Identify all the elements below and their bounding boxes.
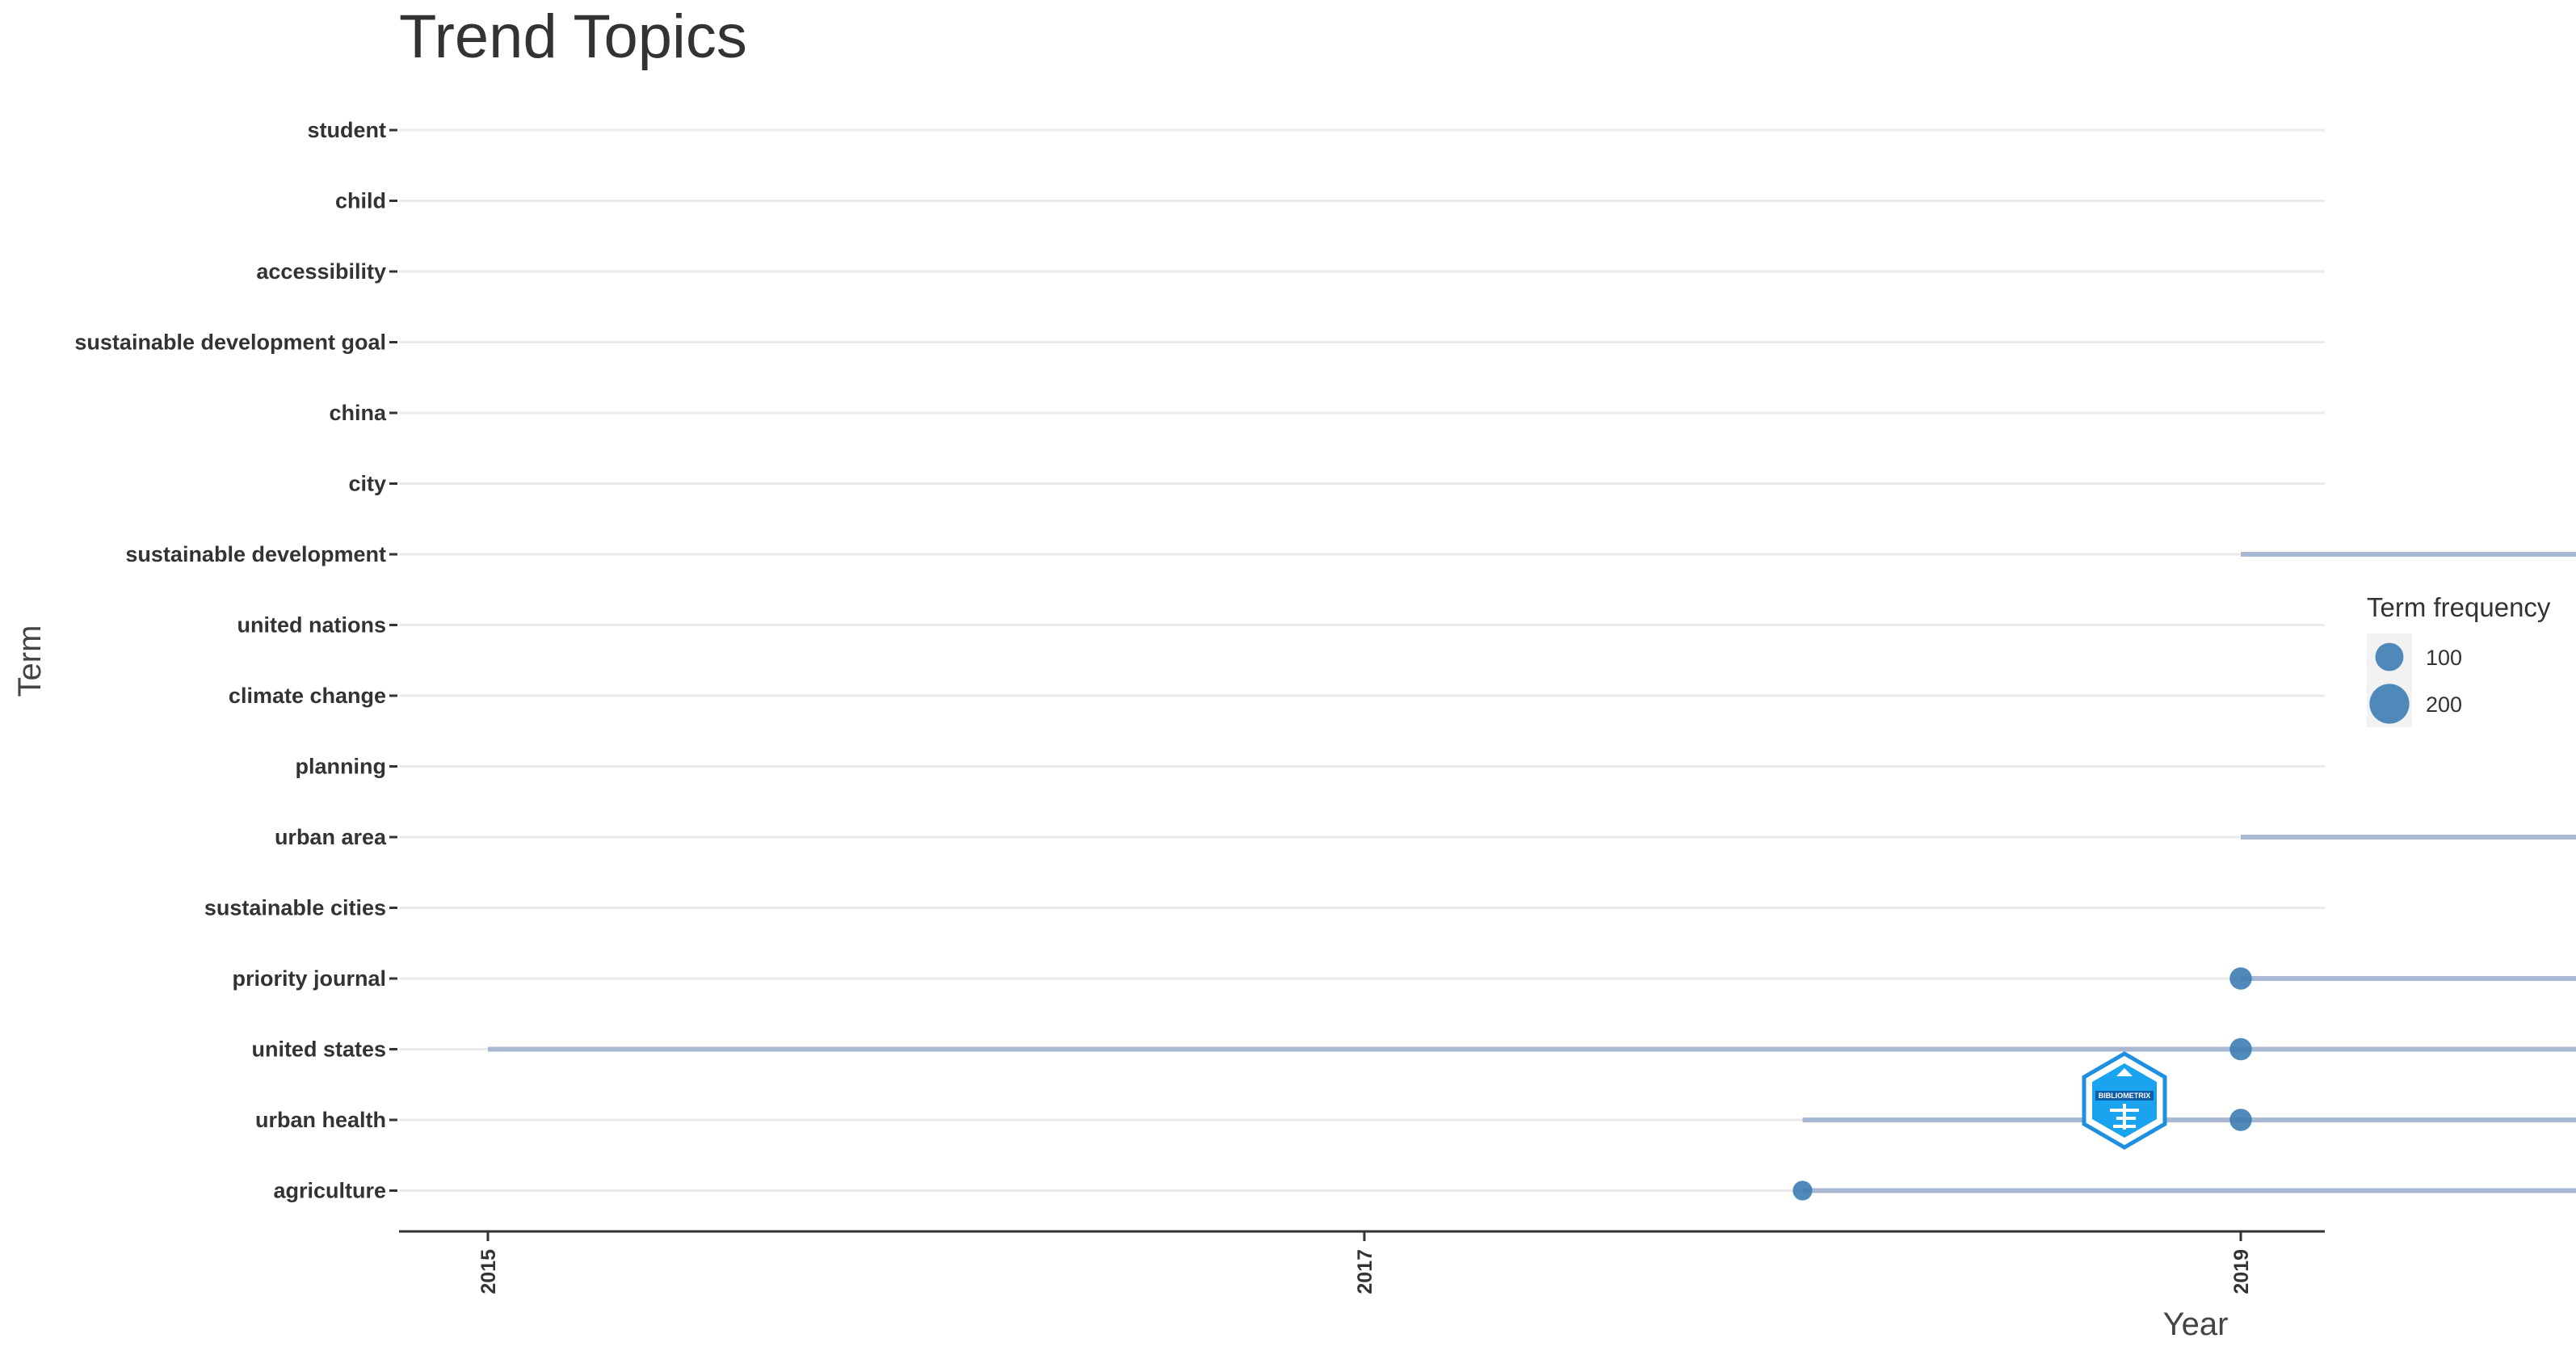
point-united-states xyxy=(2229,1037,2252,1061)
term-label-united-states: united states xyxy=(251,1037,386,1062)
term-label-urban-health: urban health xyxy=(255,1108,386,1132)
point-urban-health xyxy=(2229,1109,2252,1131)
term-label-united-nations: united nations xyxy=(237,613,387,638)
legend-title: Term frequency xyxy=(2367,592,2551,622)
term-label-priority-journal: priority journal xyxy=(232,966,386,991)
legend-key-100 xyxy=(2375,642,2404,671)
legend-label-200: 200 xyxy=(2426,692,2462,717)
bibliometrix-logo: BIBLIOMETRIX xyxy=(2082,1051,2167,1150)
logo-lettering: BIBLIOMETRIX xyxy=(2099,1092,2151,1100)
x-tick-label-2017: 2017 xyxy=(1354,1249,1376,1294)
x-tick-label-2019: 2019 xyxy=(2230,1249,2253,1294)
term-label-city: city xyxy=(348,472,386,496)
y-axis-labels: student child accessibility sustainable dev… xyxy=(74,118,397,1203)
term-label-sustainable-cities: sustainable cities xyxy=(204,896,386,920)
term-label-accessibility: accessibility xyxy=(256,259,386,284)
y-axis-title: Term xyxy=(12,625,48,697)
legend-key-200 xyxy=(2369,684,2410,724)
term-label-student: student xyxy=(308,118,387,142)
grid-layer xyxy=(399,128,2325,1192)
term-label-urban-area: urban area xyxy=(275,825,387,849)
point-agriculture xyxy=(1792,1181,1813,1201)
range-lines xyxy=(488,552,2576,1193)
point-priority-journal xyxy=(2229,967,2252,990)
legend-label-100: 100 xyxy=(2426,646,2462,670)
term-label-child: child xyxy=(335,189,386,213)
term-label-climate-change: climate change xyxy=(229,684,386,708)
term-label-china: china xyxy=(329,401,387,425)
term-label-agriculture: agriculture xyxy=(273,1179,386,1203)
term-label-sustainable-development: sustainable development xyxy=(125,542,386,566)
chart-title: Trend Topics xyxy=(399,2,747,71)
legend: Term frequency 100 200 xyxy=(2367,592,2551,727)
term-label-planning: planning xyxy=(296,755,386,779)
term-label-sustainable-development-goal: sustainable development goal xyxy=(74,330,386,355)
x-tick-label-2015: 2015 xyxy=(477,1249,500,1294)
x-axis-title: Year xyxy=(2163,1307,2229,1342)
data-points xyxy=(1792,967,2252,1201)
x-axis: 20152017201920212023 xyxy=(399,1230,2325,1294)
